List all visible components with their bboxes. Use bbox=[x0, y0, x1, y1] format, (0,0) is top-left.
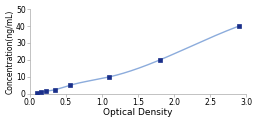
X-axis label: Optical Density: Optical Density bbox=[103, 108, 173, 117]
Y-axis label: Concentration(ng/mL): Concentration(ng/mL) bbox=[6, 9, 14, 94]
